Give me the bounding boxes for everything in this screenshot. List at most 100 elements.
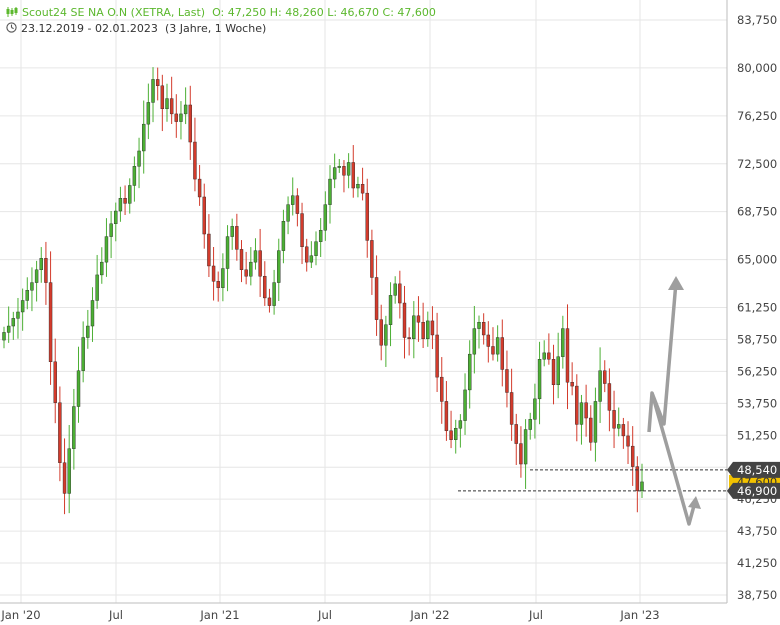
candle-body (561, 328, 565, 357)
period-header: 23.12.2019 - 02.01.2023 (3 Jahre, 1 Woch… (6, 22, 266, 36)
candle-body (169, 98, 174, 115)
candle-body (95, 274, 99, 301)
candle-body (547, 352, 551, 360)
candle-body (542, 352, 546, 360)
candle-body (62, 462, 67, 494)
candle-body (514, 424, 518, 444)
candle-body (467, 353, 472, 391)
instrument-title: Scout24 SE NA O.N (XETRA, Last) (22, 6, 206, 19)
candle-body (305, 246, 309, 263)
candle-body (81, 337, 85, 371)
candle-body (239, 249, 244, 271)
candle-body (44, 258, 48, 283)
candle-body (449, 430, 453, 440)
y-tick-label: 61,250 (737, 301, 777, 315)
arrow-up-path (647, 281, 678, 433)
candle-body (207, 233, 211, 267)
candle-body (114, 210, 118, 225)
candle-body (225, 236, 230, 269)
candle-body (137, 150, 141, 167)
candle-body (495, 337, 500, 355)
candle-body (430, 320, 435, 336)
y-tick-label: 72,500 (737, 157, 777, 171)
candle-body (342, 166, 346, 176)
candle-body (402, 302, 407, 338)
candle-body (332, 167, 337, 180)
candle-body (216, 281, 220, 288)
candle-body (118, 198, 123, 212)
candle-body (458, 420, 463, 429)
y-tick-label: 53,750 (737, 396, 777, 410)
candle-body (630, 445, 635, 467)
candle-body (617, 424, 621, 429)
candle-body (388, 295, 393, 325)
candle-body (16, 311, 20, 319)
candlestick-icon (6, 6, 18, 20)
candle-body (477, 321, 481, 329)
candle-body (607, 383, 612, 411)
x-tick-label: Jul (317, 608, 332, 622)
candle-body (6, 325, 11, 333)
candle-body (635, 466, 640, 492)
candle-body (421, 321, 425, 340)
candle-body (523, 429, 528, 465)
y-tick-label: 76,250 (737, 109, 777, 123)
y-tick-label: 43,750 (737, 524, 777, 538)
x-tick-label: Jan '20 (0, 608, 40, 622)
candle-body (579, 402, 584, 425)
candle-body (249, 261, 253, 277)
candle-body (295, 195, 300, 214)
y-tick-label: 51,250 (737, 428, 777, 442)
candle-body (519, 443, 523, 465)
candle-body (258, 250, 262, 277)
candle-body (626, 435, 630, 447)
candle-body (323, 204, 328, 231)
candle-body (174, 113, 179, 122)
candle-body (34, 269, 39, 283)
candle-body (277, 250, 281, 283)
candle-body (491, 346, 495, 355)
candle-body (393, 283, 397, 296)
candle-body (314, 241, 318, 256)
y-tick-label: 68,750 (737, 205, 777, 219)
x-tick-label: Jul (528, 608, 543, 622)
candle-body (300, 213, 304, 248)
candle-body (486, 334, 491, 347)
candle-body (128, 185, 132, 204)
candle-body (384, 324, 388, 346)
candle-body (444, 401, 449, 432)
candle-body (621, 424, 626, 437)
candle-body (398, 283, 402, 304)
candle-body (86, 325, 90, 338)
candle-body (505, 369, 509, 393)
candle-body (90, 300, 95, 327)
instrument-header: Scout24 SE NA O.N (XETRA, Last) O: 47,25… (6, 6, 436, 20)
level-tag-label: 48,540 (737, 463, 777, 477)
candle-body (188, 104, 192, 143)
candle-body (48, 282, 53, 363)
y-tick-label: 65,000 (737, 253, 777, 267)
candle-body (104, 236, 109, 263)
candle-body (230, 226, 234, 237)
y-tick-label: 80,000 (737, 61, 777, 75)
candle-body (500, 337, 504, 370)
candle-body (435, 334, 439, 378)
y-tick-label: 58,750 (737, 332, 777, 346)
ohlc-readout: O: 47,250 H: 48,260 L: 46,670 C: 47,600 (212, 6, 436, 19)
candle-body (575, 385, 579, 425)
candle-body (67, 448, 71, 494)
candle-body (286, 204, 290, 222)
candle-body (365, 192, 369, 241)
date-range: 23.12.2019 - 02.01.2023 (21, 22, 158, 35)
candle-body (589, 417, 593, 443)
candle-body (58, 402, 62, 463)
candle-body (25, 290, 29, 301)
candle-body (551, 359, 556, 386)
candle-body (281, 221, 286, 251)
candle-body (412, 315, 416, 340)
candle-body (537, 359, 542, 400)
candle-body (612, 410, 616, 429)
candle-body (598, 370, 602, 402)
candle-body (211, 265, 216, 282)
